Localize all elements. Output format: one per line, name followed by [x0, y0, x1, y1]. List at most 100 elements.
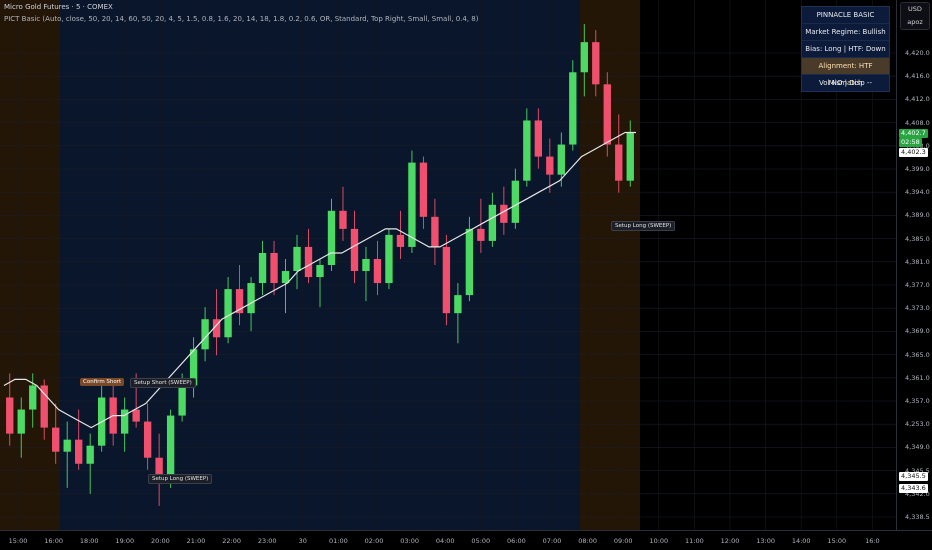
- candle-body: [454, 295, 462, 314]
- candle: [442, 234, 451, 326]
- currency-selector[interactable]: USD apoz: [900, 2, 930, 30]
- candle-body: [339, 210, 347, 229]
- panel-bias: Bias: Long | HTF: Down: [802, 41, 889, 58]
- candle-body: [327, 210, 336, 265]
- price-tick: 4,338.5: [905, 513, 930, 521]
- candle-body: [396, 234, 405, 247]
- price-tick: 4,412.0: [905, 95, 930, 104]
- candle-body: [281, 271, 290, 284]
- time-tick: 12:00: [720, 537, 740, 545]
- candle-body: [626, 132, 634, 181]
- candle: [29, 373, 37, 428]
- time-tick: 20:00: [151, 537, 170, 545]
- candle-body: [270, 252, 278, 284]
- setup-long-label-1: Setup Long (SWEEP): [148, 474, 213, 484]
- candle: [569, 60, 577, 151]
- time-tick: 11:00: [685, 537, 704, 545]
- price-tick: 4,357.0: [905, 397, 930, 405]
- moving-average-line: [3, 131, 636, 429]
- candle: [523, 108, 531, 187]
- candle: [362, 246, 370, 302]
- candle: [247, 277, 255, 332]
- confirm-short-label: Confirm Short: [80, 378, 125, 386]
- ma-price-tag: 4,402.3: [899, 148, 928, 157]
- last-price-tag: 4,402.7: [899, 129, 928, 138]
- time-tick: 15:00: [8, 537, 28, 545]
- chart-area[interactable]: Micro Gold Futures · 5 · COMEX PICT Basi…: [0, 0, 896, 530]
- candle: [454, 283, 462, 344]
- candle: [580, 24, 588, 97]
- candle: [488, 192, 497, 247]
- candle-body: [304, 246, 313, 278]
- candle-body: [235, 289, 244, 314]
- candle-body: [293, 246, 301, 272]
- currency-unit: apoz: [907, 18, 923, 26]
- candle-body: [511, 180, 520, 223]
- candle-body: [17, 409, 25, 434]
- time-tick: 19:00: [115, 537, 135, 545]
- symbol-title[interactable]: Micro Gold Futures · 5 · COMEX: [4, 3, 113, 11]
- candle-body: [212, 319, 221, 338]
- currency-code: USD: [908, 5, 922, 13]
- time-axis[interactable]: 15:00 16:00 18:00 19:00 20:00 21:00 22:00 23:00…: [0, 530, 932, 550]
- price-tick: 4,361.0: [905, 373, 930, 382]
- price-tick: 4,389.0: [905, 211, 930, 220]
- candle: [626, 120, 634, 187]
- price-tick: 4,377.0: [905, 281, 930, 289]
- price-tick: 4,394.0: [905, 188, 930, 197]
- time-tick: 09:00: [613, 537, 633, 545]
- candle-body: [615, 144, 623, 181]
- candle-body: [523, 120, 531, 181]
- candle-body: [477, 228, 485, 241]
- candle: [419, 156, 428, 229]
- candle-body: [29, 385, 37, 410]
- panel-market-regime: Market Regime: Bullish: [802, 24, 889, 41]
- session-background-0: [0, 0, 60, 530]
- price-tick: 4,399.0: [905, 165, 930, 173]
- time-tick: 23:00: [257, 537, 277, 545]
- candle: [304, 228, 313, 284]
- panel-alignment: Alignment: HTF Mismatch: [802, 58, 889, 87]
- candle-body: [40, 385, 48, 428]
- panel-vol: Vol NO | Disp --: [819, 79, 872, 87]
- pinnacle-basic-panel: PINNACLE BASIC Market Regime: Bullish Bi…: [801, 6, 890, 92]
- candle: [75, 409, 83, 470]
- candle: [201, 307, 209, 362]
- time-tick: 10:00: [649, 537, 669, 545]
- price-tick: 4,408.0: [905, 118, 930, 127]
- candle: [408, 150, 416, 253]
- time-tick: 13:00: [756, 537, 775, 545]
- candle: [270, 240, 278, 296]
- candle-body: [201, 319, 209, 350]
- candle: [373, 240, 382, 296]
- indicator-legend[interactable]: PICT Basic (Auto, close, 50, 20, 14, 60,…: [4, 15, 479, 23]
- price-chart[interactable]: [0, 0, 896, 530]
- price-tick: 4,253.0: [905, 420, 930, 429]
- candle-body: [500, 204, 508, 223]
- candle-body: [132, 409, 140, 422]
- candle-body: [75, 439, 83, 464]
- candle: [534, 108, 543, 169]
- candle: [316, 258, 324, 308]
- candle-body: [178, 385, 186, 416]
- candle: [500, 186, 508, 235]
- candle: [350, 210, 359, 284]
- time-tick: 05:00: [471, 537, 491, 545]
- candle-body: [465, 228, 474, 296]
- candle-body: [166, 415, 175, 482]
- bar-countdown-tag: 02:58: [899, 138, 922, 147]
- candle: [511, 168, 520, 229]
- candle: [212, 289, 221, 356]
- price-tick: 4,365.0: [905, 350, 930, 359]
- time-tick: 22:00: [222, 537, 241, 545]
- candle: [615, 114, 623, 193]
- candle-body: [247, 283, 255, 314]
- candle-body: [224, 289, 232, 338]
- candle: [557, 132, 565, 187]
- time-tick: 30: [298, 537, 307, 545]
- price-axis[interactable]: 4,420.04,416.04,412.04,408.04,403.04,399…: [896, 0, 932, 530]
- candle: [385, 228, 393, 290]
- candle: [396, 210, 405, 259]
- candle: [52, 403, 60, 464]
- time-tick: 07:00: [542, 537, 562, 545]
